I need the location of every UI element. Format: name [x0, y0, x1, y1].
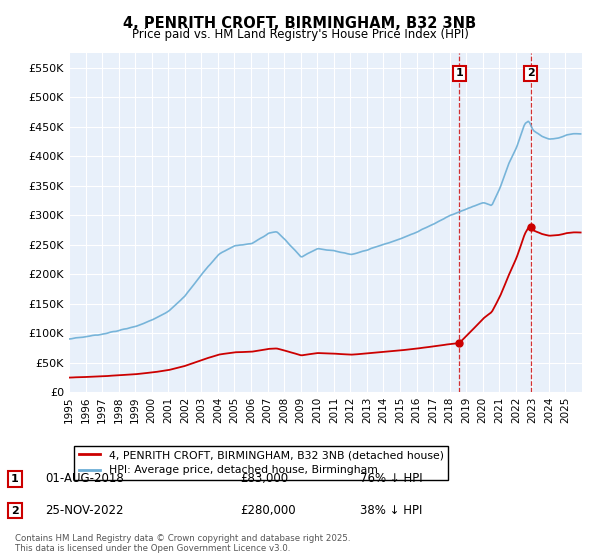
Text: 4, PENRITH CROFT, BIRMINGHAM, B32 3NB: 4, PENRITH CROFT, BIRMINGHAM, B32 3NB [124, 16, 476, 31]
Text: £280,000: £280,000 [240, 504, 296, 517]
Text: 1: 1 [455, 68, 463, 78]
Text: 2: 2 [11, 506, 19, 516]
Text: 25-NOV-2022: 25-NOV-2022 [45, 504, 124, 517]
Text: 76% ↓ HPI: 76% ↓ HPI [360, 472, 422, 486]
Text: £83,000: £83,000 [240, 472, 288, 486]
Text: 2: 2 [527, 68, 535, 78]
Text: 01-AUG-2018: 01-AUG-2018 [45, 472, 124, 486]
Text: 38% ↓ HPI: 38% ↓ HPI [360, 504, 422, 517]
Text: Price paid vs. HM Land Registry's House Price Index (HPI): Price paid vs. HM Land Registry's House … [131, 28, 469, 41]
Legend: 4, PENRITH CROFT, BIRMINGHAM, B32 3NB (detached house), HPI: Average price, deta: 4, PENRITH CROFT, BIRMINGHAM, B32 3NB (d… [74, 446, 448, 480]
Text: Contains HM Land Registry data © Crown copyright and database right 2025.
This d: Contains HM Land Registry data © Crown c… [15, 534, 350, 553]
Text: 1: 1 [11, 474, 19, 484]
